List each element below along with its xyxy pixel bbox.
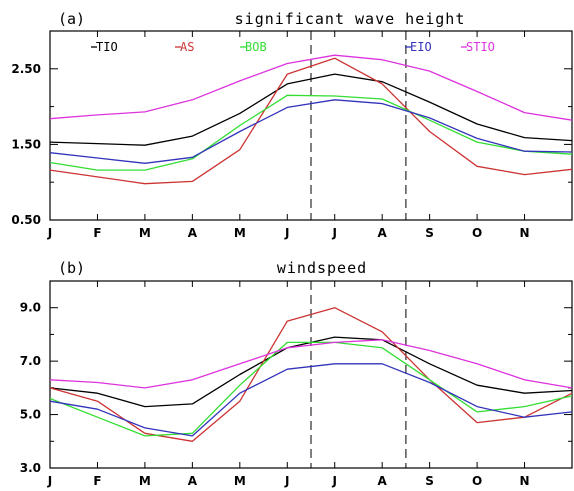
legend-label: STIO	[466, 40, 495, 54]
x-tick-label: S	[425, 226, 434, 240]
x-tick-label: M	[139, 226, 151, 240]
y-tick-label: 2.50	[11, 62, 41, 76]
axis-ticks: J F M A M J J A S O N 3.0 5.0 7.0 9.0	[20, 281, 573, 488]
x-tick-label: J	[47, 226, 52, 240]
x-tick-label: O	[472, 226, 482, 240]
chart-title: significant wave height	[235, 10, 466, 28]
y-tick-label: 3.0	[20, 461, 41, 475]
reference-lines	[310, 31, 407, 220]
x-tick-label: N	[520, 226, 530, 240]
panel-b: (b) windspeed J F M A M J J A S O N 3.0 5.0 7.0 9.0	[20, 259, 573, 488]
x-tick-label: N	[520, 474, 530, 488]
series-line-stio	[49, 339, 573, 389]
x-tick-label: A	[188, 474, 198, 488]
series-line-as	[49, 57, 573, 185]
y-tick-label: 1.50	[11, 137, 41, 151]
legend-label: TIO	[96, 40, 118, 54]
x-tick-label: J	[47, 474, 52, 488]
legend-label: EIO	[410, 40, 432, 54]
panel-label: (b)	[58, 259, 85, 277]
x-tick-label: M	[234, 474, 246, 488]
reference-lines	[310, 281, 407, 468]
x-tick-label: A	[378, 474, 388, 488]
x-tick-label: J	[284, 226, 289, 240]
y-tick-label: 7.0	[20, 354, 41, 368]
x-tick-label: J	[331, 474, 336, 488]
x-tick-label: O	[472, 474, 482, 488]
series-line-tio	[49, 73, 573, 146]
series-line-eio	[49, 363, 573, 437]
x-tick-label: M	[139, 474, 151, 488]
series-lines	[49, 307, 573, 442]
x-tick-label: F	[93, 226, 101, 240]
axis-ticks: J F M A M J J A S O N0.501.502.50	[11, 30, 573, 240]
series-line-stio	[49, 54, 573, 121]
series-line-as	[49, 307, 573, 442]
x-tick-label: J	[331, 226, 336, 240]
legend-label: AS	[180, 40, 194, 54]
x-tick-label: M	[234, 226, 246, 240]
panel-a: (a) significant wave height J F M A M J J A S O N0…	[11, 10, 573, 240]
y-tick-label: 0.50	[11, 213, 41, 227]
chart-title: windspeed	[277, 259, 367, 277]
x-tick-label: A	[188, 226, 198, 240]
series-line-eio	[49, 99, 573, 164]
series-lines	[49, 54, 573, 185]
series-line-bob	[49, 94, 573, 171]
panel-label: (a)	[58, 10, 85, 28]
x-tick-label: S	[425, 474, 434, 488]
legend-label: BOB	[245, 40, 267, 54]
series-line-bob	[49, 341, 573, 437]
y-tick-label: 9.0	[20, 301, 41, 315]
x-tick-label: F	[93, 474, 101, 488]
x-tick-label: A	[378, 226, 388, 240]
x-tick-label: J	[284, 474, 289, 488]
legend: TIO AS BOB EIO STIO	[91, 40, 495, 54]
y-tick-label: 5.0	[20, 408, 41, 422]
